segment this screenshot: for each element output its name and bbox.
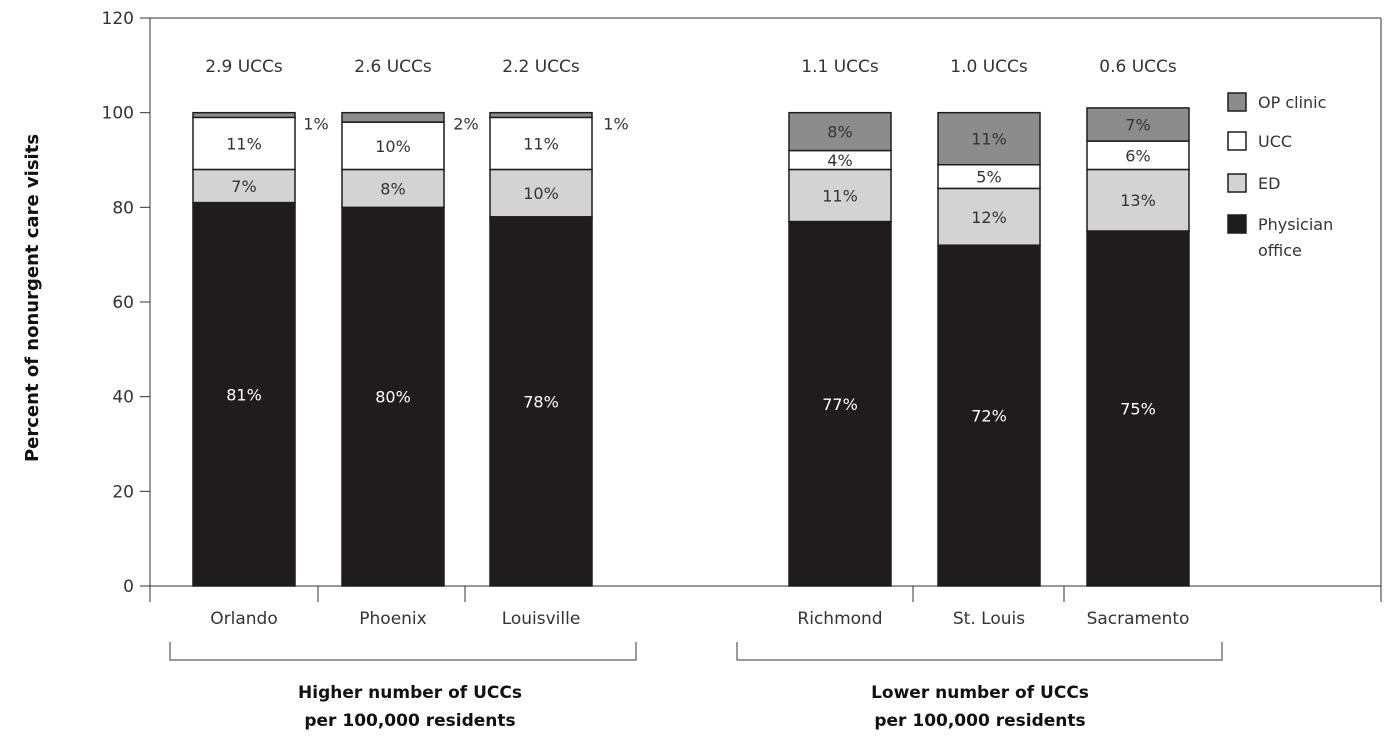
group-bracket	[736, 642, 1223, 661]
legend-swatch	[1227, 92, 1247, 112]
bar-segment	[341, 168, 445, 209]
bar-segment	[489, 116, 593, 171]
bars: 81% 7% 11% 1% 80% 8% 10% 2% 78% 10% 11% 1% 77% 11% 4% 8…	[192, 107, 1190, 587]
bar-segment-label: 81%	[226, 385, 262, 404]
bar-segment	[788, 220, 892, 587]
x-category-label: St. Louis	[953, 609, 1025, 629]
y-tick-label: 0	[123, 577, 134, 597]
bar-segment-label: 11%	[971, 130, 1007, 149]
bar-segment-label: 72%	[971, 407, 1007, 426]
bar-segment	[341, 121, 445, 171]
bar-segment-label: 6%	[1125, 146, 1150, 165]
legend-swatch	[1227, 173, 1247, 193]
bar-segment-label: 7%	[231, 177, 256, 196]
legend-swatch	[1227, 214, 1247, 234]
bar-segment	[192, 111, 296, 119]
bar-segment-label: 10%	[375, 137, 411, 156]
bar-segment	[192, 116, 296, 171]
x-category-label: Richmond	[797, 609, 882, 629]
bar-segment-label: 11%	[523, 134, 559, 153]
bar-segment	[1086, 168, 1190, 232]
legend-label: OP clinic	[1258, 93, 1326, 112]
bar-segment-label: 13%	[1120, 191, 1156, 210]
x-axis: Orlando Phoenix Louisville Richmond St. Loui…	[150, 585, 1382, 629]
bar-segment-label: 7%	[1125, 116, 1150, 135]
y-tick-label: 20	[112, 482, 134, 502]
bar-segment-label: 11%	[822, 187, 858, 206]
bar-segment-label: 1%	[303, 115, 328, 134]
bar-segment	[937, 187, 1041, 246]
bar-segment	[341, 206, 445, 587]
y-tick-label: 60	[112, 293, 134, 313]
bar-segment-label: 11%	[226, 134, 262, 153]
y-tick-label: 80	[112, 198, 134, 218]
bar-segment	[489, 216, 593, 587]
legend-label-line2: office	[1258, 241, 1302, 260]
legend-label: ED	[1258, 174, 1280, 193]
y-axis: 0 20 40 60 80 100 120	[102, 9, 151, 602]
x-category-label: Orlando	[210, 609, 277, 629]
bar-segment	[788, 111, 892, 152]
x-category-label: Sacramento	[1087, 609, 1190, 629]
ucc-rate-label: 0.6 UCCs	[1099, 57, 1177, 77]
legend-label: Physician	[1258, 215, 1333, 234]
bar-segment	[489, 111, 593, 119]
bar-segment-label: 2%	[453, 115, 478, 134]
bar-segment-label: 5%	[976, 168, 1001, 187]
group-brackets: Higher number of UCCs per 100,000 residen…	[169, 642, 1223, 731]
ucc-labels: 2.9 UCCs 2.6 UCCs 2.2 UCCs 1.1 UCCs 1.0 UCCs…	[205, 57, 1177, 77]
bar-segment-label: 8%	[380, 179, 405, 198]
ucc-rate-label: 1.0 UCCs	[950, 57, 1028, 77]
x-category-label: Phoenix	[359, 609, 426, 629]
ucc-rate-label: 2.6 UCCs	[354, 57, 432, 77]
group-label-line2: per 100,000 residents	[874, 711, 1085, 731]
bar-segment-label: 10%	[523, 184, 559, 203]
bar-segment-label: 1%	[603, 115, 628, 134]
bar-segment-label: 78%	[523, 392, 559, 411]
group-label-line2: per 100,000 residents	[304, 711, 515, 731]
bar-segment	[341, 111, 445, 123]
y-tick-label: 120	[102, 9, 134, 29]
bar-segment-label: 75%	[1120, 400, 1156, 419]
ucc-rate-label: 2.2 UCCs	[502, 57, 580, 77]
bar-segment-label: 8%	[827, 123, 852, 142]
x-category-label: Louisville	[502, 609, 581, 629]
legend-swatch	[1227, 131, 1247, 151]
bar-segment	[1086, 140, 1190, 171]
y-tick-label: 100	[102, 104, 134, 124]
bar-segment	[489, 168, 593, 218]
group-bracket	[169, 642, 637, 661]
group-label-line1: Lower number of UCCs	[871, 683, 1089, 703]
bar-segment	[1086, 230, 1190, 587]
bar-segment	[192, 201, 296, 587]
legend: OP clinic UCC ED Physician office	[1227, 92, 1333, 260]
ucc-rate-label: 2.9 UCCs	[205, 57, 283, 77]
bar-segment-label: 80%	[375, 388, 411, 407]
bar-segment	[1086, 107, 1190, 142]
bar-segment-label: 12%	[971, 208, 1007, 227]
bar-segment	[937, 244, 1041, 587]
y-axis-title: Percent of nonurgent care visits	[22, 134, 43, 462]
group-label-line1: Higher number of UCCs	[298, 683, 522, 703]
bar-segment-label: 4%	[827, 151, 852, 170]
legend-label: UCC	[1258, 132, 1292, 151]
bar-segment	[937, 111, 1041, 166]
bar-segment-label: 77%	[822, 395, 858, 414]
y-tick-label: 40	[112, 388, 134, 408]
plot-frame	[150, 17, 1382, 586]
ucc-rate-label: 1.1 UCCs	[801, 57, 879, 77]
